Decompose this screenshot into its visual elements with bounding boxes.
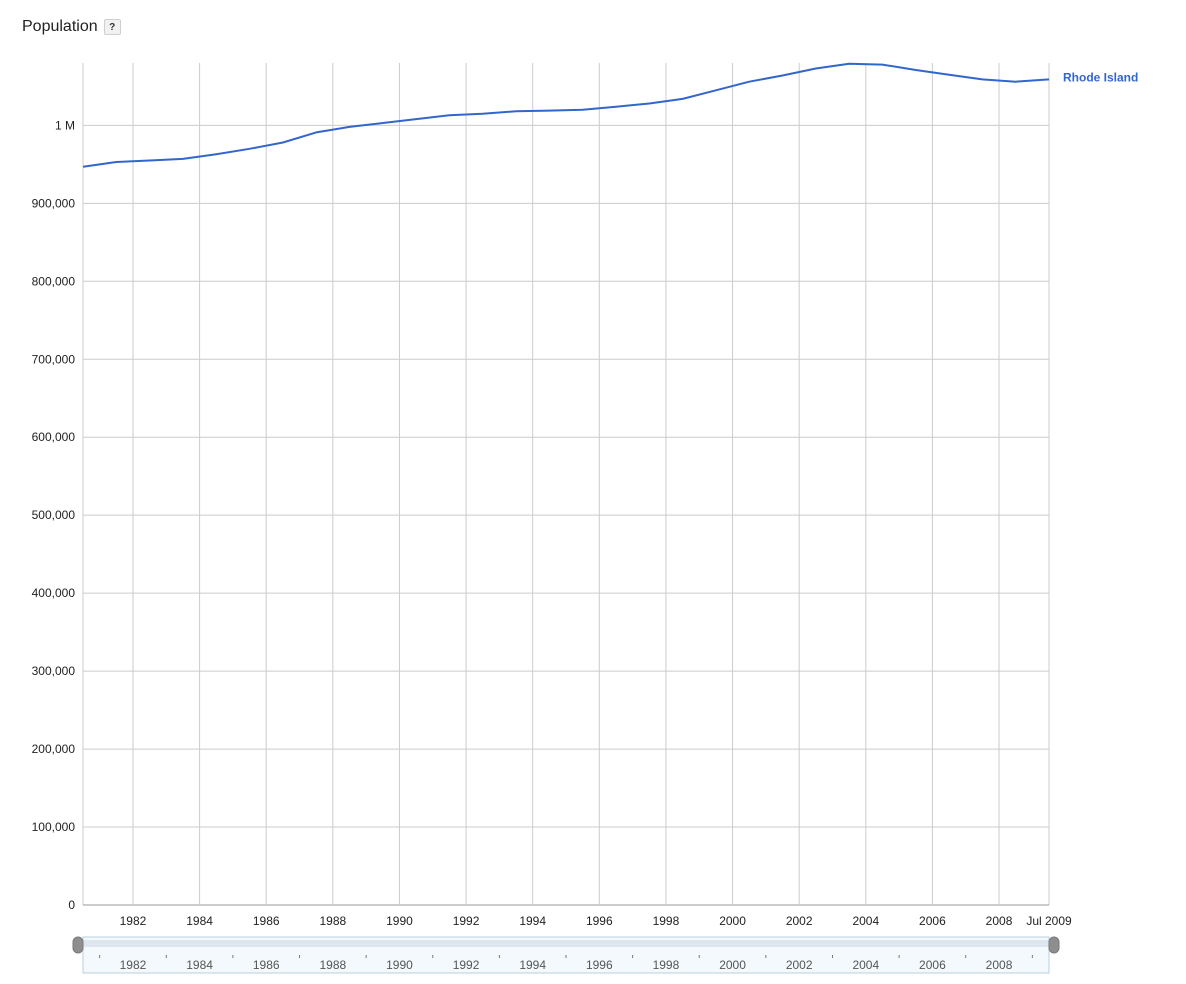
x-tick-label: 2002 (786, 914, 813, 928)
y-tick-label: 1 M (55, 118, 75, 132)
slider-tick-label: 2008 (986, 958, 1013, 972)
x-tick-label: 1996 (586, 914, 613, 928)
x-tick-label: 1986 (253, 914, 280, 928)
slider-left-handle[interactable] (72, 936, 84, 954)
slider-tick-label: 1984 (186, 958, 213, 972)
x-tick-label: 1992 (453, 914, 480, 928)
slider-tick-label: 1996 (586, 958, 613, 972)
slider-tick-label: 1986 (253, 958, 280, 972)
help-icon[interactable]: ? (103, 19, 121, 35)
chart-grid (82, 63, 1050, 906)
y-axis-ticks: 0 100,000 200,000 300,000 400,000 500,000 600,… (32, 118, 76, 912)
slider-tick-label: 1982 (120, 958, 147, 972)
series-lines: Rhode Island (82, 62, 1138, 168)
y-tick-label: 0 (68, 898, 75, 912)
y-tick-label: 800,000 (32, 274, 76, 288)
series-label[interactable]: Rhode Island (1063, 70, 1138, 84)
slider-tick-label: 2004 (852, 958, 879, 972)
x-tick-label: 1990 (386, 914, 413, 928)
slider-tick-label: 1992 (453, 958, 480, 972)
x-end-label: Jul 2009 (1026, 914, 1072, 928)
x-tick-label: 2006 (919, 914, 946, 928)
slider-tick-label: 1994 (519, 958, 546, 972)
slider-tick-label: 1988 (319, 958, 346, 972)
slider-tick-label: 2000 (719, 958, 746, 972)
chart-title: Population (22, 18, 98, 35)
range-slider[interactable]: 1982 1984 1986 1988 1990 1992 1994 1996 1998 2000… (72, 936, 1060, 974)
slider-right-handle[interactable] (1048, 936, 1060, 954)
y-tick-label: 700,000 (32, 352, 76, 366)
slider-tick-label: 2002 (786, 958, 813, 972)
slider-selection-bar (83, 940, 1049, 947)
x-tick-label: 2008 (986, 914, 1013, 928)
chart-title-row: Population ? (22, 18, 121, 36)
y-tick-label: 400,000 (32, 586, 76, 600)
x-tick-label: 1982 (120, 914, 147, 928)
x-tick-label: 1994 (519, 914, 546, 928)
y-tick-label: 200,000 (32, 742, 76, 756)
x-axis-ticks: 1982 1984 1986 1988 1990 1992 1994 1996 1998 2000… (120, 914, 1072, 928)
series-line (82, 62, 1050, 168)
x-tick-label: 1984 (186, 914, 213, 928)
y-tick-label: 300,000 (32, 664, 76, 678)
y-tick-label: 900,000 (32, 196, 76, 210)
x-tick-label: 2004 (852, 914, 879, 928)
slider-tick-label: 1998 (653, 958, 680, 972)
x-tick-label: 1988 (319, 914, 346, 928)
y-tick-label: 100,000 (32, 820, 76, 834)
slider-tick-label: 1990 (386, 958, 413, 972)
y-tick-label: 500,000 (32, 508, 76, 522)
x-tick-label: 2000 (719, 914, 746, 928)
slider-tick-label: 2006 (919, 958, 946, 972)
x-tick-label: 1998 (653, 914, 680, 928)
y-tick-label: 600,000 (32, 430, 76, 444)
